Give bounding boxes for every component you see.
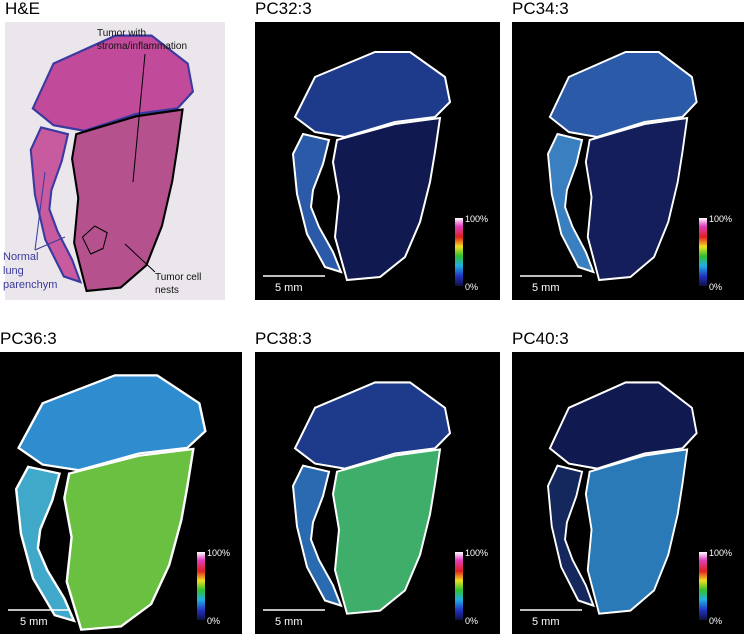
tumor-lobe (331, 116, 442, 282)
panel-title: H&E (5, 0, 40, 18)
annotation: Tumor with (97, 28, 146, 39)
panel: Tumor with stroma/inflammation Normal lung p… (3, 22, 225, 300)
panel: 5 mm 100% 0% (255, 22, 500, 300)
panel: 5 mm 100% 0% (255, 352, 500, 634)
colorbar-min: 0% (207, 616, 220, 626)
left-strip (291, 464, 343, 608)
pointer (34, 171, 46, 251)
upper-lobe (293, 51, 452, 139)
panel-title: PC36:3 (0, 329, 57, 348)
colorbar-max: 100% (465, 214, 488, 224)
scale-bar-label: 5 mm (20, 616, 48, 628)
panel-title: PC38:3 (255, 329, 312, 348)
colorbar (699, 552, 707, 620)
normal-strip (29, 126, 83, 284)
panel-title: PC40:3 (512, 329, 569, 348)
upper-lobe (548, 51, 698, 139)
colorbar (197, 552, 205, 620)
scale-bar-label: 5 mm (275, 616, 303, 628)
colorbar-min: 0% (465, 616, 478, 626)
tissue (547, 381, 698, 615)
left-strip (547, 132, 596, 274)
tumor-nests (81, 225, 108, 255)
left-strip (14, 465, 77, 623)
panel: 5 mm 100% 0% (512, 352, 744, 634)
colorbar (455, 552, 463, 620)
tissue (291, 381, 452, 615)
tissue (291, 51, 452, 282)
pointer (124, 243, 156, 273)
panel: 5 mm 100% 0% (512, 22, 744, 300)
pointer (34, 236, 66, 251)
annotation: Normal (3, 251, 38, 263)
tumor-lobe (331, 448, 442, 615)
colorbar-max: 100% (709, 548, 732, 558)
tumor-region (71, 108, 184, 293)
annotation: Tumor cell (155, 272, 201, 283)
annotation: nests (155, 285, 179, 296)
colorbar (455, 218, 463, 286)
tumor-lobe (584, 116, 689, 282)
panel-title: PC32:3 (255, 0, 312, 18)
upper-lobe (548, 381, 698, 470)
colorbar-min: 0% (709, 616, 722, 626)
colorbar-min: 0% (465, 282, 478, 292)
annotation: parenchym (3, 279, 57, 291)
tumor-lobe (63, 447, 195, 631)
scale-bar-label: 5 mm (532, 282, 560, 294)
left-strip (291, 132, 343, 274)
tissue (14, 374, 207, 631)
panel: 5 mm 100% 0% (0, 352, 242, 634)
upper-lobe (17, 374, 207, 472)
tumor-lobe (584, 448, 689, 615)
scale-bar-label: 5 mm (275, 282, 303, 294)
tissue (547, 51, 698, 282)
scale-bar-label: 5 mm (532, 616, 560, 628)
annotation: lung (3, 265, 24, 277)
left-strip (547, 464, 596, 608)
colorbar (699, 218, 707, 286)
colorbar-min: 0% (709, 282, 722, 292)
panel-title: PC34:3 (512, 0, 569, 18)
annotation: stroma/inflammation (97, 41, 187, 52)
colorbar-max: 100% (207, 548, 230, 558)
tissue (29, 34, 195, 293)
upper-lobe (293, 381, 452, 470)
normal-lobe (31, 34, 195, 132)
colorbar-max: 100% (465, 548, 488, 558)
pointer (132, 53, 146, 183)
colorbar-max: 100% (709, 214, 732, 224)
